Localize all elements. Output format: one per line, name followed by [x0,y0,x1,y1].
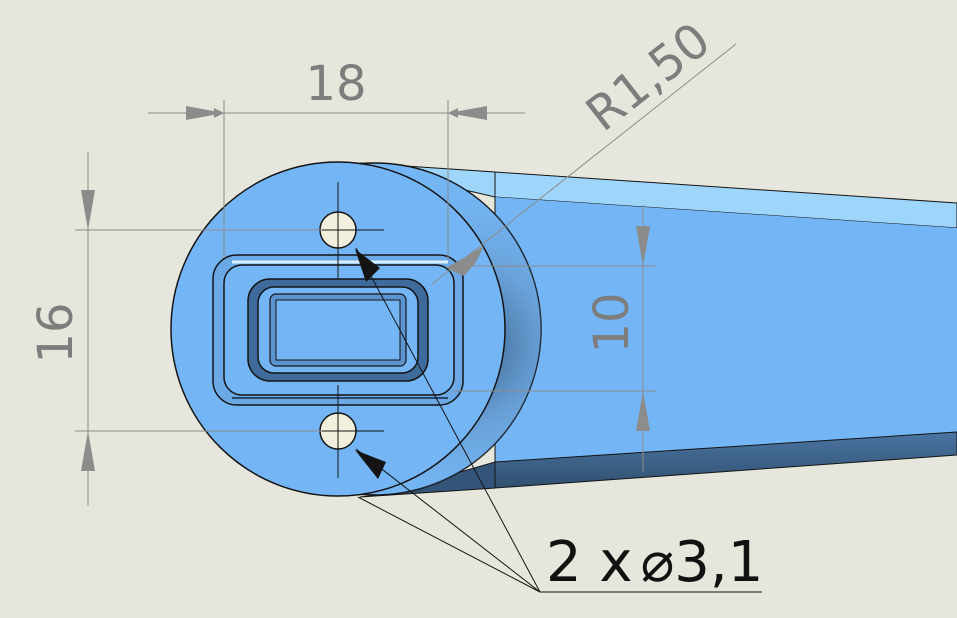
rectangular-pocket [212,254,464,406]
dimension-height-right-label: 10 [584,292,640,353]
hole-callout-leaders [355,247,762,593]
dimension-radius-label: R1,50 [576,12,721,142]
callout-count: 2 x [546,530,633,595]
dimension-height-left-label: 16 [28,302,84,363]
dimension-width [148,100,525,260]
dimension-height-left [75,152,322,506]
hole-callout-label: 2 x ⌀3,1 [546,530,763,595]
diameter-symbol: ⌀ [641,530,675,595]
dimension-width-label: 18 [305,56,366,112]
callout-value: 3,1 [674,530,763,595]
dimension-height-right [455,205,656,472]
dimension-radius [431,43,737,285]
